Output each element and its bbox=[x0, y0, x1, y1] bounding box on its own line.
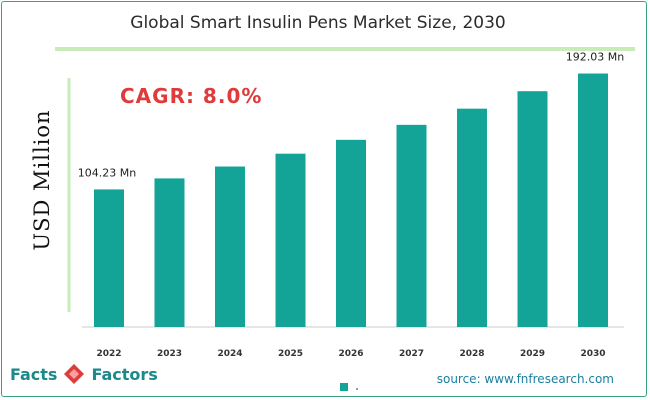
x-tick-2024: 2024 bbox=[217, 349, 242, 359]
bar-2028 bbox=[457, 108, 487, 327]
logo-ampersand-icon bbox=[60, 360, 88, 388]
data-label-2030: 192.03 Mn bbox=[566, 51, 624, 64]
data-label-2022: 104.23 Mn bbox=[78, 166, 136, 179]
cagr-annotation: CAGR: 8.0% bbox=[120, 84, 263, 108]
x-tick-2027: 2027 bbox=[399, 349, 424, 359]
chart-title: Global Smart Insulin Pens Market Size, 2… bbox=[130, 13, 506, 33]
bars-group bbox=[94, 73, 608, 327]
x-tick-2028: 2028 bbox=[459, 349, 484, 359]
bar-2026 bbox=[336, 139, 366, 327]
bar-2022 bbox=[94, 189, 124, 327]
logo-word-facts: Facts bbox=[10, 364, 58, 384]
legend-swatch bbox=[340, 383, 348, 391]
x-tick-2025: 2025 bbox=[278, 349, 303, 359]
x-tick-2023: 2023 bbox=[157, 349, 182, 359]
x-tick-labels: 2022 2023 2024 2025 2026 2027 2028 2029 2030 bbox=[96, 349, 605, 359]
title-underline bbox=[55, 47, 635, 51]
logo-word-factors: Factors bbox=[91, 364, 158, 384]
source-link[interactable]: source: www.fnfresearch.com bbox=[436, 372, 614, 386]
bar-2025 bbox=[275, 153, 306, 327]
bar-2027 bbox=[396, 124, 427, 327]
bar-2030 bbox=[578, 73, 608, 327]
facts-factors-logo: Facts Factors bbox=[10, 357, 158, 391]
x-tick-2026: 2026 bbox=[338, 349, 363, 359]
x-tick-2030: 2030 bbox=[580, 349, 605, 359]
data-labels: 104.23 Mn 192.03 Mn bbox=[78, 51, 624, 180]
x-tick-2022: 2022 bbox=[96, 349, 121, 359]
bar-2023 bbox=[154, 178, 185, 327]
legend-marker bbox=[356, 388, 358, 390]
bar-2029 bbox=[517, 91, 548, 327]
x-tick-2029: 2029 bbox=[520, 349, 545, 359]
bar-2024 bbox=[215, 166, 245, 327]
